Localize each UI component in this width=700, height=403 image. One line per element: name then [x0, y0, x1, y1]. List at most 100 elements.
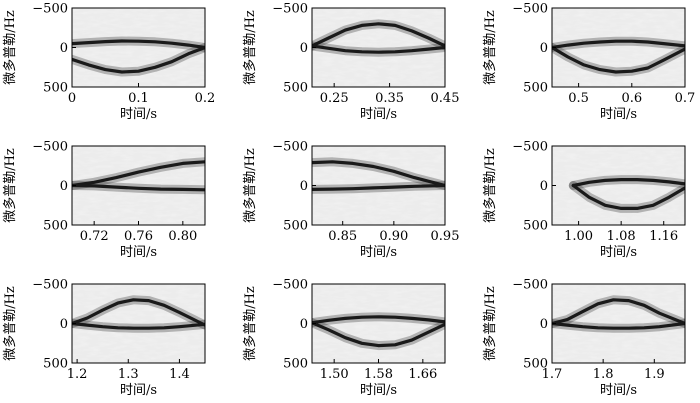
x-tick-label: 0.35 [375, 91, 404, 106]
doppler-curve [552, 321, 685, 330]
doppler-curve [312, 160, 445, 188]
doppler-curve [72, 321, 205, 330]
y-tick-label: −500 [32, 140, 68, 155]
spectrogram-panel: 0.85 0.90 0.95 −500 0 500 时间/s 微多普勒/Hz [242, 140, 459, 261]
y-axis-label: 微多普勒/Hz [242, 286, 258, 361]
y-axis-label: 微多普勒/Hz [242, 148, 258, 223]
y-tick-label: −500 [272, 140, 308, 155]
x-tick-label: 0.5 [568, 91, 589, 106]
y-tick-label: 0 [540, 179, 548, 194]
doppler-curve [72, 183, 205, 192]
y-tick-label: −500 [512, 140, 548, 155]
x-tick-label: 1.7 [542, 367, 563, 382]
x-tick-label: 1.50 [320, 367, 349, 382]
y-tick-label: 500 [43, 357, 68, 372]
y-tick-label: 500 [523, 357, 548, 372]
y-tick-label: 500 [43, 219, 68, 234]
y-tick-label: −500 [32, 278, 68, 293]
x-tick-label: 0.76 [124, 229, 153, 244]
y-tick-label: −500 [32, 2, 68, 17]
x-axis-label: 时间/s [600, 245, 637, 260]
doppler-curve [552, 298, 685, 326]
spectrogram-panel: 1.2 1.3 1.4 −500 0 500 时间/s 微多普勒/Hz [2, 278, 206, 398]
y-axis-label: 微多普勒/Hz [482, 286, 498, 361]
doppler-curve [312, 44, 445, 54]
x-tick-label: 0.1 [128, 91, 149, 106]
y-axis-label: 微多普勒/Hz [2, 10, 18, 85]
x-axis-label: 时间/s [360, 383, 397, 398]
x-tick-label: 0.45 [431, 91, 460, 106]
doppler-curve [72, 298, 205, 327]
y-tick-label: 500 [43, 81, 68, 96]
y-tick-label: 0 [60, 317, 68, 332]
y-tick-label: 500 [523, 219, 548, 234]
x-tick-label: 0.6 [621, 91, 642, 106]
doppler-curve [312, 183, 445, 191]
x-tick-label: 1.9 [644, 367, 665, 382]
doppler-curve [312, 315, 445, 325]
doppler-curve [571, 183, 685, 210]
y-tick-label: −500 [512, 278, 548, 293]
x-axis-label: 时间/s [360, 245, 397, 260]
y-tick-label: −500 [512, 2, 548, 17]
x-tick-label: 1.08 [607, 229, 636, 244]
y-tick-label: 0 [60, 179, 68, 194]
x-tick-label: 0.72 [80, 229, 109, 244]
x-tick-label: 1.2 [67, 367, 88, 382]
spectrogram-panel: 1.7 1.8 1.9 −500 0 500 时间/s 微多普勒/Hz [482, 278, 686, 398]
y-axis-label: 微多普勒/Hz [482, 10, 498, 85]
x-tick-label: 1.00 [564, 229, 593, 244]
x-axis-label: 时间/s [600, 107, 637, 122]
y-tick-label: 0 [60, 41, 68, 56]
spectrogram-texture [552, 284, 685, 363]
x-axis-label: 时间/s [360, 107, 397, 122]
x-tick-label: 0 [68, 91, 76, 106]
x-tick-label: 0.90 [379, 229, 408, 244]
y-axis-label: 微多普勒/Hz [2, 286, 18, 361]
y-axis-label: 微多普勒/Hz [2, 148, 18, 223]
doppler-curve [552, 39, 685, 50]
x-tick-label: 1.4 [169, 367, 190, 382]
doppler-curve [72, 45, 205, 74]
doppler-curve [571, 178, 685, 188]
doppler-curve [312, 321, 445, 348]
y-tick-label: 0 [540, 317, 548, 332]
spectrogram-panel: 0.25 0.35 0.45 −500 0 500 时间/s 微多普勒/Hz [242, 2, 459, 123]
spectrogram-panel: 0.72 0.76 0.80 −500 0 500 时间/s 微多普勒/Hz [2, 140, 206, 260]
doppler-curve [552, 45, 685, 74]
spectrogram-texture [72, 284, 205, 363]
y-tick-label: 500 [283, 219, 308, 234]
y-tick-label: −500 [272, 2, 308, 17]
x-tick-label: 0.7 [675, 91, 696, 106]
x-tick-label: 1.3 [118, 367, 139, 382]
x-tick-label: 1.58 [364, 367, 393, 382]
x-tick-label: 0.25 [320, 91, 349, 106]
y-tick-label: 500 [283, 81, 308, 96]
doppler-curve [72, 160, 205, 188]
x-tick-label: 1.66 [408, 367, 437, 382]
y-tick-label: 500 [283, 357, 308, 372]
spectrogram-panel: 1.50 1.58 1.66 −500 0 500 时间/s 微多普勒/Hz [242, 278, 446, 398]
spectrogram-texture [312, 284, 445, 363]
spectrogram-texture [552, 8, 685, 87]
spectrogram-panel: 0.5 0.6 0.7 −500 0 500 时间/s 微多普勒/Hz [482, 2, 695, 123]
x-axis-label: 时间/s [120, 383, 157, 398]
y-axis-label: 微多普勒/Hz [242, 10, 258, 85]
x-axis-label: 时间/s [120, 107, 157, 122]
y-tick-label: −500 [272, 278, 308, 293]
y-tick-label: 0 [540, 41, 548, 56]
x-tick-label: 0.2 [195, 91, 216, 106]
doppler-curve [72, 39, 205, 50]
spectrogram-texture [72, 8, 205, 87]
x-tick-label: 0.85 [328, 229, 357, 244]
x-tick-label: 0.95 [431, 229, 460, 244]
y-tick-label: 0 [300, 179, 308, 194]
y-axis-label: 微多普勒/Hz [482, 148, 498, 223]
doppler-curve [312, 22, 445, 48]
y-tick-label: 0 [300, 41, 308, 56]
y-tick-label: 0 [300, 317, 308, 332]
x-tick-label: 1.8 [593, 367, 614, 382]
x-axis-label: 时间/s [120, 245, 157, 260]
